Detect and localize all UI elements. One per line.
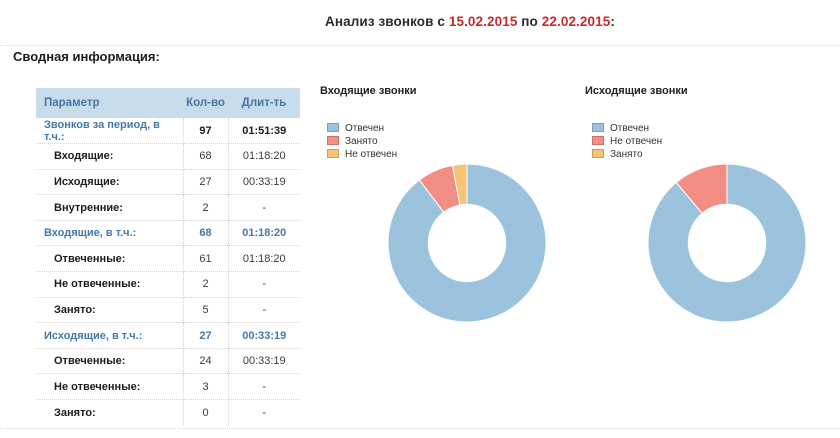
top-divider [0, 45, 840, 46]
row-duration: - [227, 399, 300, 426]
legend-item-busy: Занято [592, 149, 840, 162]
row-duration: - [227, 296, 300, 323]
chart-legend: Отвечен Не отвечен Занято [592, 123, 840, 162]
incoming-calls-chart: Входящие звонки Отвечен Занято Не отвечен [318, 80, 588, 410]
row-duration: - [227, 271, 300, 298]
legend-item-busy: Занято [327, 136, 588, 149]
table-header-row: Параметр Кол-во Длит-ть [36, 88, 300, 118]
header-parameter: Параметр [36, 88, 183, 118]
row-count: 0 [182, 399, 228, 426]
outgoing-calls-chart: Исходящие звонки Отвечен Не отвечен Занято [583, 80, 840, 410]
legend-swatch-icon [592, 149, 604, 158]
legend-item-answered: Отвечен [327, 123, 588, 136]
bottom-divider [0, 428, 840, 429]
row-count: 24 [182, 347, 228, 374]
chart-legend: Отвечен Занято Не отвечен [327, 123, 588, 162]
row-label: Звонков за период, в т.ч.: [44, 118, 160, 143]
legend-swatch-icon [592, 123, 604, 132]
legend-label: Отвечен [345, 123, 385, 134]
header-count: Кол-во [183, 88, 228, 118]
table-row: Занято: 5- [36, 296, 300, 323]
table-row: Исходящие: 27 00:33:19 [36, 168, 300, 195]
legend-swatch-icon [592, 136, 604, 145]
row-label: Не отвеченные: [36, 271, 183, 298]
legend-swatch-icon [327, 136, 339, 145]
row-label: Входящие: [36, 143, 183, 170]
row-label: Не отвеченные: [36, 373, 183, 400]
table-row: Отвеченные: 61 01:18:20 [36, 245, 300, 272]
table-row: Занято: 0- [36, 399, 300, 426]
donut-slice-answered [387, 163, 547, 323]
donut-chart [387, 163, 547, 323]
table-row: Звонков за период, в т.ч.: 97 01:51:39 [36, 118, 300, 144]
header-duration: Длит-ть [228, 88, 300, 118]
row-duration: 01:18:20 [227, 143, 300, 170]
table-row: Входящие, в т.ч.: 68 01:18:20 [36, 219, 300, 246]
row-label: Входящие, в т.ч.: [36, 219, 183, 246]
table-row: Не отвеченные: 2- [36, 271, 300, 298]
chart-title: Входящие звонки [320, 85, 417, 97]
row-count: 2 [182, 271, 228, 298]
row-label: Исходящие: [36, 168, 183, 195]
row-label: Исходящие, в т.ч.: [36, 322, 183, 349]
title-prefix: Анализ звонков с [325, 14, 445, 29]
row-count: 5 [182, 296, 228, 323]
row-duration: 00:33:19 [227, 168, 300, 195]
legend-label: Не отвечен [345, 149, 398, 160]
row-count: 97 [182, 118, 228, 144]
donut-chart [647, 163, 807, 323]
table-row: Отвеченные: 24 00:33:19 [36, 347, 300, 374]
row-count: 27 [182, 168, 228, 195]
legend-item-answered: Отвечен [592, 123, 840, 136]
row-duration: 00:33:19 [227, 347, 300, 374]
donut-slice-unanswered [451, 163, 468, 206]
summary-table-body: Звонков за период, в т.ч.: 97 01:51:39 Вход… [36, 118, 300, 426]
row-duration: 01:51:39 [227, 118, 300, 144]
row-duration: - [227, 373, 300, 400]
row-count: 61 [182, 245, 228, 272]
donut-slice-answered [647, 163, 807, 323]
legend-swatch-icon [327, 149, 339, 158]
row-label: Занято: [36, 296, 183, 323]
date-to: 22.02.2015 [541, 14, 611, 29]
page-title: Анализ звонков с 15.02.2015 по 22.02.201… [50, 14, 840, 29]
row-label: Отвеченные: [36, 347, 183, 374]
table-row: Не отвеченные: 3- [36, 373, 300, 400]
row-duration: 01:18:20 [227, 219, 300, 246]
row-count: 3 [182, 373, 228, 400]
title-middle: по [521, 14, 538, 29]
date-from: 15.02.2015 [448, 14, 518, 29]
legend-label: Занято [345, 136, 378, 147]
table-row: Исходящие, в т.ч.: 27 00:33:19 [36, 322, 300, 349]
legend-item-unanswered: Не отвечен [327, 149, 588, 162]
row-count: 68 [182, 143, 228, 170]
row-count: 68 [182, 219, 228, 246]
row-duration: - [227, 194, 300, 221]
title-suffix: : [610, 14, 615, 29]
legend-swatch-icon [327, 123, 339, 132]
legend-label: Не отвечен [610, 136, 663, 147]
donut-slice-unanswered [675, 163, 728, 215]
legend-label: Отвечен [610, 123, 650, 134]
summary-table: Параметр Кол-во Длит-ть Звонков за перио… [36, 88, 300, 426]
legend-label: Занято [610, 149, 643, 160]
row-duration: 00:33:19 [227, 322, 300, 349]
row-label: Отвеченные: [36, 245, 183, 272]
row-label: Занято: [36, 399, 183, 426]
table-row: Внутренние: 2- [36, 194, 300, 221]
row-count: 2 [182, 194, 228, 221]
legend-item-unanswered: Не отвечен [592, 136, 840, 149]
chart-title: Исходящие звонки [585, 85, 688, 97]
table-row: Входящие: 68 01:18:20 [36, 143, 300, 170]
section-heading: Сводная информация: [13, 49, 160, 64]
row-label: Внутренние: [36, 194, 183, 221]
row-count: 27 [182, 322, 228, 349]
row-duration: 01:18:20 [227, 245, 300, 272]
